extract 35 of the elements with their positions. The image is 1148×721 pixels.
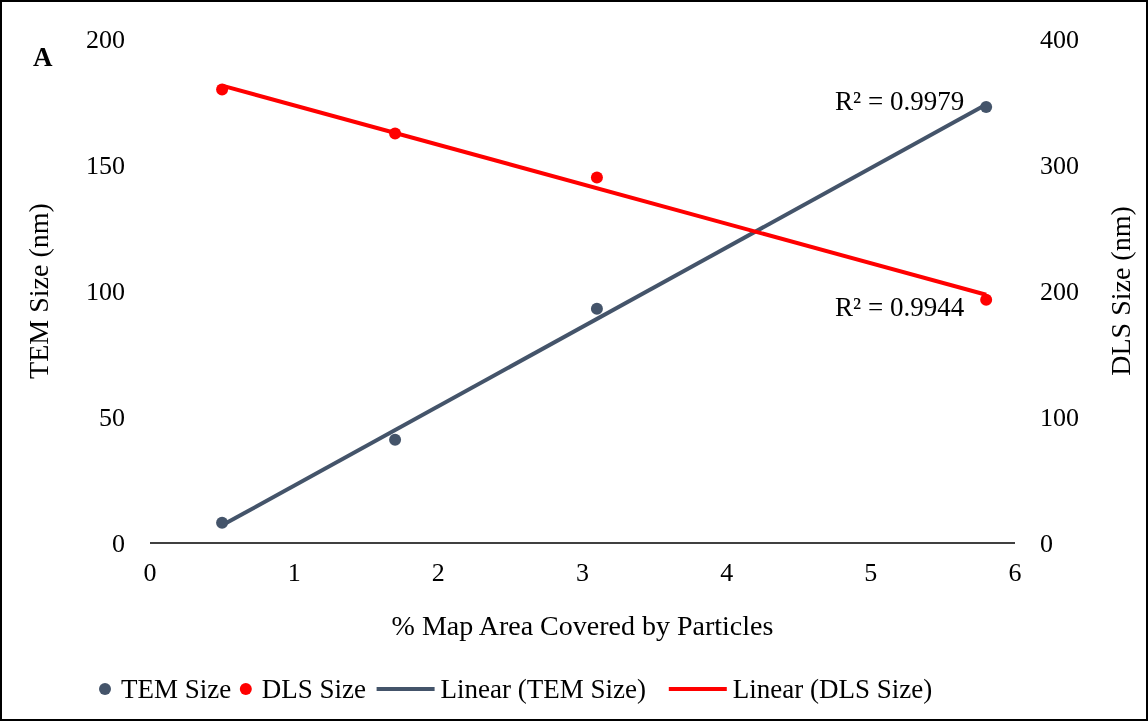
y-tick-label: 200 [86,25,125,55]
x-tick-label: 2 [431,558,445,587]
point [389,433,402,446]
legend-label: Linear (DLS Size) [732,674,933,705]
x-tick-label: 6 [1008,558,1022,587]
x-tick-label: 0 [143,558,157,587]
y-axis-title: TEM Size (nm) [23,203,54,379]
legend-label: TEM Size [121,674,232,705]
legend-label: Linear (TEM Size) [440,674,647,705]
annotation: R² = 0.9979 [835,85,965,116]
point [216,83,229,96]
point [980,101,993,114]
y2-axis-title: DLS Size (nm) [1105,206,1136,376]
y2-tick-label: 100 [1040,403,1079,433]
x-tick-label: 1 [287,558,301,587]
legend-label: DLS Size [261,674,367,705]
point [590,302,603,315]
y-tick-label: 0 [112,529,125,559]
x-tick-label: 4 [720,558,734,587]
point [216,516,229,529]
y-tick-label: 50 [99,403,125,433]
x-axis-title: % Map Area Covered by Particles [391,610,774,641]
y2-tick-label: 400 [1040,25,1079,55]
text: A [33,42,53,72]
y2-tick-label: 200 [1040,277,1079,307]
point [980,293,993,306]
point [590,171,603,184]
x-tick-label: 5 [864,558,878,587]
y2-tick-label: 0 [1040,529,1053,559]
annotation: R² = 0.9944 [835,292,965,323]
point [389,127,402,140]
y-tick-label: 100 [86,277,125,307]
y-tick-label: 150 [86,151,125,181]
y2-tick-label: 300 [1040,151,1079,181]
x-tick-label: 3 [576,558,589,587]
